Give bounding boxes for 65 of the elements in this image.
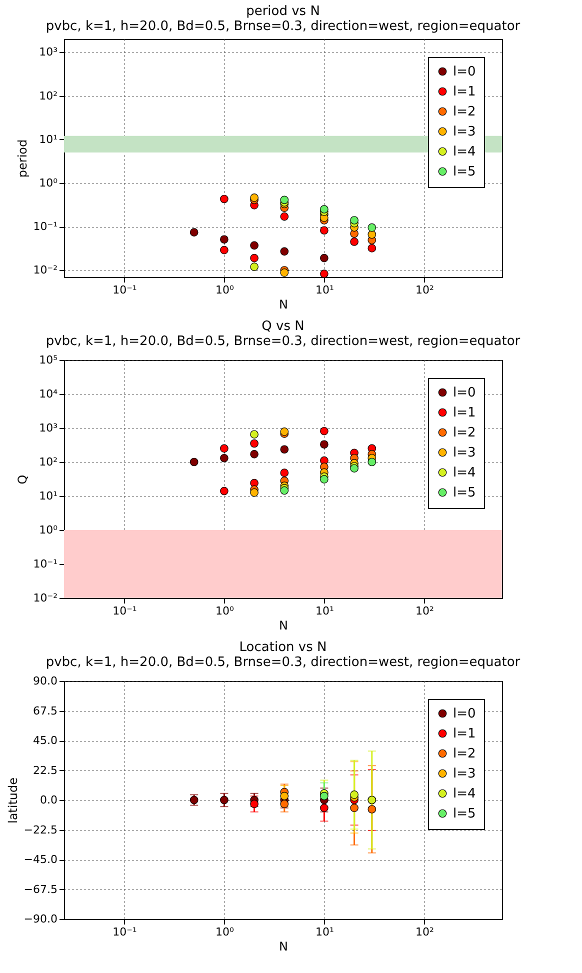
x-tick-label: 10² [415, 926, 434, 938]
y-tick-label: 10³ [39, 46, 58, 59]
x-axis-title: N [279, 940, 288, 954]
x-tick-label: 10¹ [315, 284, 334, 296]
legend-label: l=3 [453, 446, 476, 460]
legend-label: l=3 [453, 766, 476, 782]
x-tick-label: 10⁻¹ [112, 926, 137, 938]
y-tick-label: 10⁻¹ [33, 558, 58, 570]
legend-label: l=1 [453, 726, 476, 742]
x-tick-label: 10² [415, 604, 434, 618]
chart-title: period vs N [246, 4, 320, 19]
x-tick-label: 10⁰ [215, 926, 234, 938]
y-tick-label: 10⁻¹ [33, 220, 58, 234]
legend-label: l=4 [453, 144, 476, 160]
x-tick-label: 10² [415, 284, 434, 296]
legend-label: l=3 [453, 124, 476, 140]
chart-subtitle: pvbc, k=1, h=20.0, Bd=0.5, Brnse=0.3, direction=west, region=equator [46, 334, 521, 349]
legend-label: l=2 [453, 104, 476, 120]
legend-label: l=0 [453, 706, 476, 722]
legend-label: l=1 [453, 84, 476, 100]
legend-label: l=2 [453, 426, 476, 440]
x-tick-label: 10⁻¹ [112, 604, 137, 618]
y-tick-label: 10⁻² [33, 264, 58, 277]
legend-label: l=2 [453, 746, 476, 762]
chart-subtitle: pvbc, k=1, h=20.0, Bd=0.5, Brnse=0.3, direction=west, region=equator [46, 19, 521, 34]
y-tick-label: 22.5 [33, 764, 58, 777]
legend-label: l=5 [453, 164, 476, 180]
y-tick-label: 10² [39, 456, 58, 468]
y-tick-label: 10⁵ [39, 354, 58, 366]
y-tick-label: 10⁻² [33, 592, 58, 604]
legend-label: l=5 [453, 806, 476, 822]
legend-label: l=5 [453, 486, 476, 500]
y-tick-label: 10⁴ [39, 388, 58, 400]
x-tick-label: 10⁰ [215, 604, 234, 618]
y-tick-label: 45.0 [33, 734, 58, 747]
y-tick-label: 67.5 [33, 704, 58, 718]
chart-subtitle: pvbc, k=1, h=20.0, Bd=0.5, Brnse=0.3, direction=west, region=equator [46, 655, 521, 670]
x-axis-title: N [279, 298, 288, 312]
y-tick-label: 10⁰ [39, 524, 58, 536]
legend-label: l=0 [453, 64, 476, 80]
y-axis-title: latitude [6, 777, 20, 824]
chart-title: Q vs N [262, 319, 304, 334]
legend-label: l=1 [453, 406, 476, 420]
x-tick-label: 10⁻¹ [112, 284, 137, 296]
x-axis-title: N [279, 618, 288, 632]
y-axis-title: Q [15, 474, 30, 484]
y-tick-label: −67.5 [24, 882, 58, 896]
legend-label: l=4 [453, 466, 476, 480]
y-tick-label: 10¹ [39, 490, 58, 502]
y-tick-label: 0.0 [40, 794, 58, 806]
y-tick-label: 10² [39, 89, 58, 102]
x-tick-label: 10¹ [315, 926, 334, 938]
y-tick-label: 90.0 [33, 674, 58, 688]
y-tick-label: −22.5 [24, 823, 58, 836]
y-tick-label: −45.0 [24, 853, 58, 866]
y-tick-label: −90.0 [24, 912, 58, 926]
legend-label: l=4 [453, 786, 476, 802]
x-tick-label: 10¹ [315, 604, 334, 618]
y-tick-label: 10³ [39, 422, 58, 434]
x-tick-label: 10⁰ [215, 284, 234, 296]
y-tick-label: 10⁰ [39, 176, 58, 190]
y-axis-title: period [15, 139, 30, 178]
y-tick-label: 10¹ [39, 132, 58, 146]
legend-label: l=0 [453, 386, 476, 400]
chart-title: Location vs N [239, 640, 327, 655]
